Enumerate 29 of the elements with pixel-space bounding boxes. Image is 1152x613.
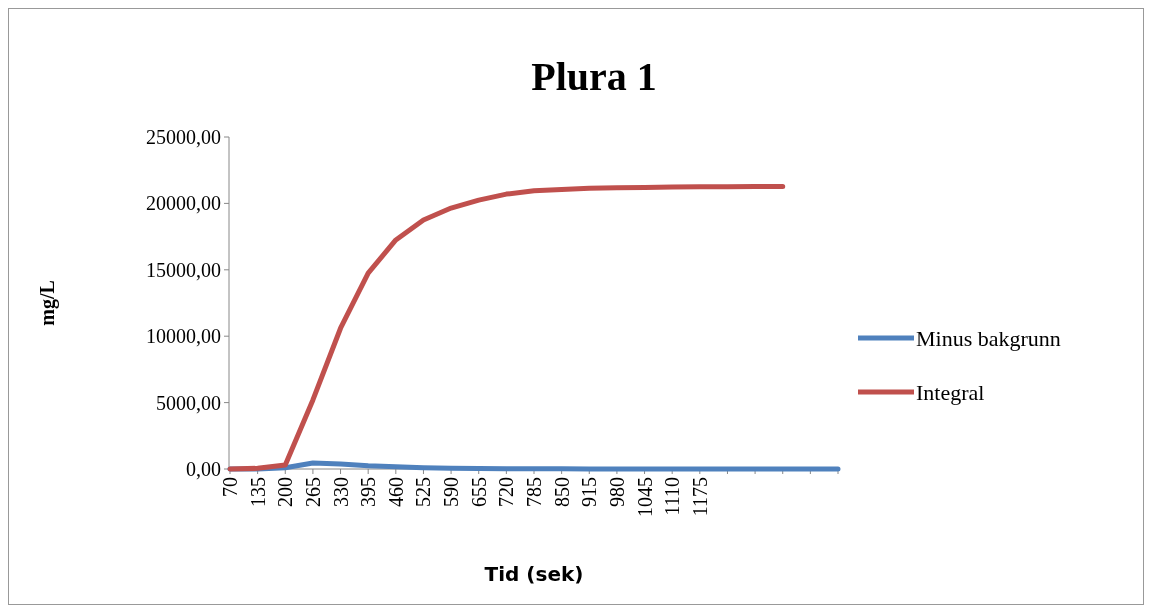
y-axis-title: mg/L [36, 280, 59, 326]
x-tick-label: 720 [495, 477, 518, 507]
x-tick-label: 200 [274, 477, 297, 507]
x-tick-label: 1110 [661, 477, 684, 516]
y-tick-label: 20000,00 [146, 192, 221, 215]
y-tick-label: 10000,00 [146, 325, 221, 348]
x-tick-label: 915 [578, 477, 601, 507]
x-tick-label: 980 [605, 477, 628, 507]
x-tick-label: 785 [523, 477, 545, 507]
y-tick-label: 0,00 [186, 458, 221, 480]
x-tick-label: 460 [384, 477, 407, 507]
legend-label: Integral [916, 379, 985, 405]
x-tick-label: 135 [246, 477, 269, 507]
x-tick-label: 1175 [688, 477, 711, 517]
x-tick-label: 590 [440, 477, 463, 507]
x-axis-title: Tid (sek) [484, 562, 584, 586]
y-tick-label: 5000,00 [156, 391, 221, 414]
y-tick-label: 15000,00 [146, 258, 221, 281]
x-tick-label: 70 [219, 477, 241, 497]
x-tick-label: 850 [550, 477, 573, 507]
x-tick-label: 330 [329, 477, 352, 507]
x-tick-label: 525 [412, 477, 435, 507]
x-tick-label: 265 [301, 477, 324, 507]
x-tick-label: 655 [467, 477, 490, 507]
x-tick-label: 395 [357, 477, 380, 507]
chart-title: Plura 1 [531, 54, 657, 99]
x-tick-label: 1045 [633, 477, 656, 517]
y-tick-label: 25000,00 [146, 126, 221, 148]
legend-label: Minus bakgrunn [916, 325, 1061, 351]
